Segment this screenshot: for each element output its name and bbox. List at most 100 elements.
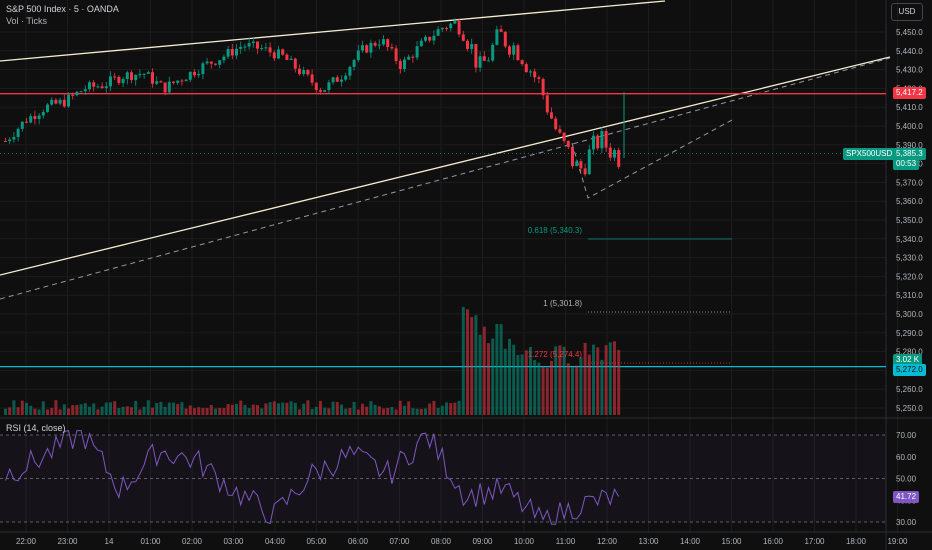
candle-body	[440, 28, 444, 30]
volume-bar	[256, 405, 259, 415]
time-tick-label: 18:00	[846, 537, 867, 546]
candle-body	[4, 141, 7, 143]
volume-bar	[361, 403, 364, 415]
volume-bar	[592, 344, 595, 415]
candle-body	[512, 45, 516, 55]
candle-body	[272, 52, 276, 59]
candle-body	[16, 128, 20, 138]
candle-body	[327, 82, 331, 91]
upper-trend-line	[0, 0, 666, 62]
volume-bar	[218, 407, 222, 415]
trend-lines	[0, 0, 891, 300]
candle-body	[180, 80, 184, 82]
volume-bar	[604, 345, 608, 415]
candle-body	[436, 29, 440, 36]
lower-trend-line	[0, 56, 891, 276]
volume-bar	[491, 338, 495, 415]
candle-body	[193, 71, 196, 76]
candle-body	[125, 72, 129, 79]
time-tick-label: 14	[105, 537, 114, 546]
currency-button[interactable]: USD	[891, 3, 923, 21]
candle-body	[298, 68, 301, 75]
price-tick-label: 5,410.0	[896, 103, 923, 112]
candle-body	[541, 78, 545, 96]
volume-bar	[524, 350, 528, 415]
candle-body	[533, 71, 537, 78]
candle-body	[243, 46, 247, 48]
volume-bar	[470, 317, 474, 415]
fib-level-label: 1 (5,301.8)	[543, 299, 582, 308]
volume-bar	[407, 401, 411, 415]
candle-body	[529, 71, 532, 73]
candle-body	[260, 48, 264, 50]
candle-body	[554, 118, 558, 130]
volume-bar	[541, 366, 545, 415]
volume-bar	[67, 408, 70, 415]
volume-bar	[340, 404, 343, 415]
candle-body	[369, 42, 373, 53]
volume-bar	[109, 402, 112, 415]
volume-bar	[58, 409, 62, 415]
horizontal-levels	[0, 93, 886, 368]
candle-body	[50, 99, 54, 105]
volume-bar	[289, 401, 293, 415]
volume-bar	[529, 347, 532, 415]
volume-bar	[596, 347, 600, 415]
volume-bar	[4, 408, 7, 415]
candle-body	[96, 86, 100, 88]
time-axis[interactable]: 22:00 23:00 14 01:00 02:00 03:00 04:00 05:00 06:…	[16, 537, 908, 546]
volume-bar	[130, 407, 133, 415]
candle-body	[596, 135, 600, 149]
candle-body	[67, 94, 70, 107]
candle-body	[239, 46, 243, 49]
volume-bar	[176, 403, 180, 415]
candle-body	[33, 116, 37, 120]
candle-body	[558, 129, 562, 133]
candle-body	[314, 82, 318, 91]
candle-body	[176, 80, 180, 83]
volume-bar	[466, 309, 469, 415]
volume-bar	[482, 326, 486, 415]
price-tick-label: 5,440.0	[896, 47, 923, 56]
volume-bar	[432, 400, 436, 415]
volume-bar	[151, 407, 154, 415]
volume-bar	[369, 401, 373, 415]
candle-body	[537, 77, 541, 79]
candle-body	[491, 44, 495, 61]
candle-body	[117, 76, 121, 84]
volume-bar	[172, 402, 175, 415]
volume-bar	[180, 402, 184, 415]
volume-bar	[587, 354, 591, 415]
candle-body	[432, 35, 436, 41]
symbol-tag: SPX500USD	[843, 148, 896, 160]
candle-body	[100, 86, 104, 89]
candle-body	[12, 137, 16, 140]
volume-bar	[327, 408, 331, 415]
candle-body	[545, 95, 549, 113]
candle-body	[344, 75, 348, 80]
candle-body	[348, 66, 352, 76]
volume-bar	[41, 401, 45, 415]
candle-body	[386, 39, 390, 48]
volume-bar	[16, 407, 20, 415]
volume-bar	[424, 408, 427, 415]
time-tick-label: 11:00	[556, 537, 576, 546]
instrument-title: S&P 500 Index · 5 · OANDA	[6, 4, 119, 14]
time-tick-label: 23:00	[57, 537, 78, 546]
price-tick-label: 5,250.0	[896, 404, 923, 413]
volume-bar	[608, 342, 612, 415]
candle-body	[495, 29, 499, 45]
fib-level-label: 1.272 (5,274.4)	[528, 350, 583, 359]
price-tick-label: 5,290.0	[896, 329, 923, 338]
volume-bar	[71, 405, 75, 415]
volume-bar	[411, 408, 415, 415]
candle-body	[104, 86, 108, 89]
volume-bar	[545, 367, 549, 415]
volume-bar	[415, 408, 419, 415]
support-price-tag: 5,272.0	[893, 364, 926, 376]
volume-bar	[344, 408, 348, 415]
volume-bar	[50, 407, 54, 415]
price-tick-label: 5,400.0	[896, 122, 923, 131]
